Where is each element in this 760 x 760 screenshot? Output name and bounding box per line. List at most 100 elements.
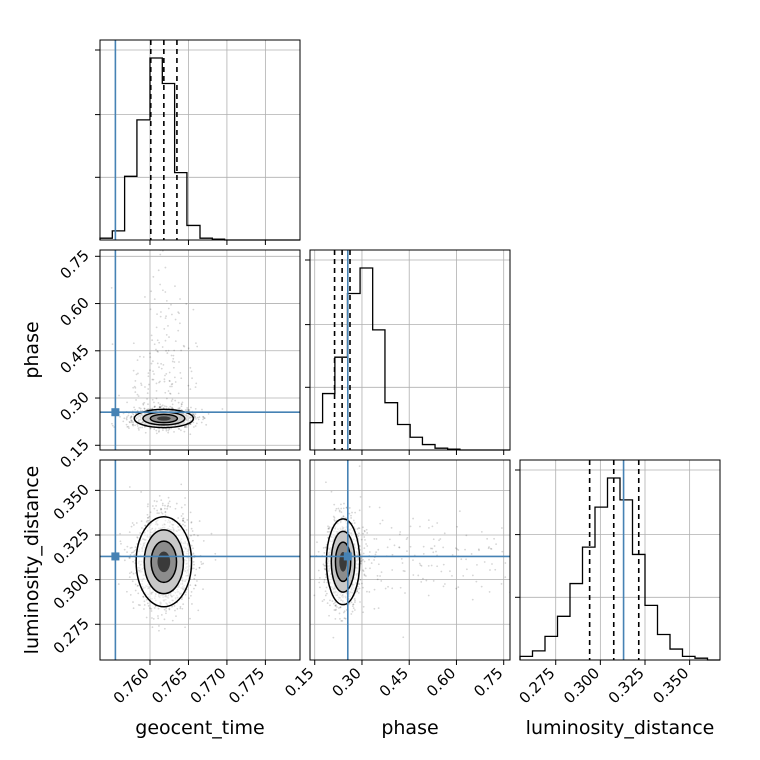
panel-frame-geocent_time-luminosity_distance — [99, 459, 301, 661]
sample-point — [167, 390, 170, 392]
sample-point — [172, 366, 175, 369]
sample-point — [168, 336, 170, 338]
sample-point — [318, 576, 321, 579]
sample-point — [167, 502, 170, 505]
sample-point — [169, 405, 172, 408]
sample-point — [147, 403, 149, 406]
sample-point — [328, 526, 331, 528]
sample-point — [152, 275, 155, 278]
sample-point — [129, 421, 131, 424]
sample-point — [409, 525, 412, 528]
sample-point — [177, 311, 180, 314]
panel-frame-geocent_time — [99, 39, 301, 241]
sample-point — [330, 490, 333, 493]
sample-point — [184, 426, 186, 428]
sample-point — [153, 500, 156, 502]
sample-point — [398, 546, 401, 549]
sample-point — [134, 424, 136, 427]
sample-point — [203, 417, 205, 420]
sample-point — [150, 362, 153, 365]
sample-point — [185, 529, 188, 531]
sample-point — [483, 561, 486, 563]
sample-point — [331, 600, 334, 603]
sample-point — [147, 503, 149, 505]
sample-point — [164, 339, 167, 342]
truth-marker-phase-luminosity_distance — [343, 552, 352, 561]
sample-point — [353, 609, 356, 611]
sample-point — [153, 406, 156, 409]
sample-point — [175, 615, 177, 618]
sample-point — [162, 363, 165, 366]
sample-point — [157, 269, 160, 272]
sample-point — [174, 399, 177, 402]
sample-point — [136, 536, 139, 539]
sample-point — [449, 570, 451, 573]
sample-point — [362, 552, 365, 555]
sample-point — [327, 527, 330, 530]
sample-point — [173, 349, 176, 352]
sample-point — [158, 406, 161, 409]
sample-point — [195, 382, 198, 385]
sample-point — [131, 522, 134, 524]
sample-point — [317, 550, 320, 553]
sample-point — [178, 361, 180, 363]
sample-point — [366, 545, 369, 547]
sample-point — [143, 608, 145, 610]
sample-point — [181, 401, 184, 404]
sample-point — [398, 533, 401, 536]
sample-point — [456, 548, 459, 551]
sample-point — [487, 547, 490, 550]
sample-point — [146, 519, 149, 522]
sample-point — [156, 500, 158, 503]
sample-point — [163, 618, 166, 621]
sample-point — [190, 591, 193, 593]
sample-point — [360, 582, 363, 585]
sample-point — [194, 584, 197, 587]
sample-point — [333, 609, 336, 611]
sample-point — [352, 519, 355, 522]
sample-point — [493, 537, 495, 540]
sample-point — [132, 423, 134, 426]
sample-point — [129, 593, 132, 596]
sample-point — [147, 519, 150, 522]
sample-point — [384, 587, 387, 590]
sample-point — [149, 607, 151, 610]
sample-point — [422, 545, 425, 548]
sample-point — [174, 340, 177, 343]
sample-point — [333, 519, 336, 521]
sample-point — [324, 573, 327, 576]
sample-point — [180, 403, 183, 406]
sample-point — [351, 605, 354, 608]
sample-point — [177, 401, 180, 404]
sample-point — [149, 408, 152, 410]
sample-point — [149, 369, 151, 372]
sample-point — [126, 416, 128, 418]
sample-point — [170, 383, 173, 386]
sample-point — [125, 417, 128, 420]
sample-point — [343, 610, 346, 613]
sample-point — [379, 575, 381, 577]
sample-point — [181, 519, 184, 522]
sample-point — [136, 425, 139, 427]
sample-point — [334, 604, 337, 607]
sample-point — [406, 536, 409, 539]
sample-point — [369, 567, 371, 570]
sample-point — [125, 418, 128, 421]
histogram-phase — [309, 267, 510, 451]
sample-point — [193, 415, 196, 418]
sample-point — [145, 520, 148, 523]
sample-point — [323, 567, 326, 570]
sample-point — [587, 575, 589, 577]
sample-point — [323, 552, 326, 554]
sample-point — [182, 513, 184, 515]
sample-point — [157, 617, 160, 620]
contour-line-2 — [334, 541, 352, 583]
x-tick-label-luminosity_distance-1: 0.300 — [560, 664, 603, 707]
sample-point — [194, 584, 197, 587]
sample-point — [494, 568, 497, 571]
sample-point — [328, 527, 331, 530]
sample-point — [465, 534, 468, 537]
sample-point — [166, 505, 169, 508]
sample-point — [165, 373, 168, 375]
sample-point — [360, 538, 363, 541]
